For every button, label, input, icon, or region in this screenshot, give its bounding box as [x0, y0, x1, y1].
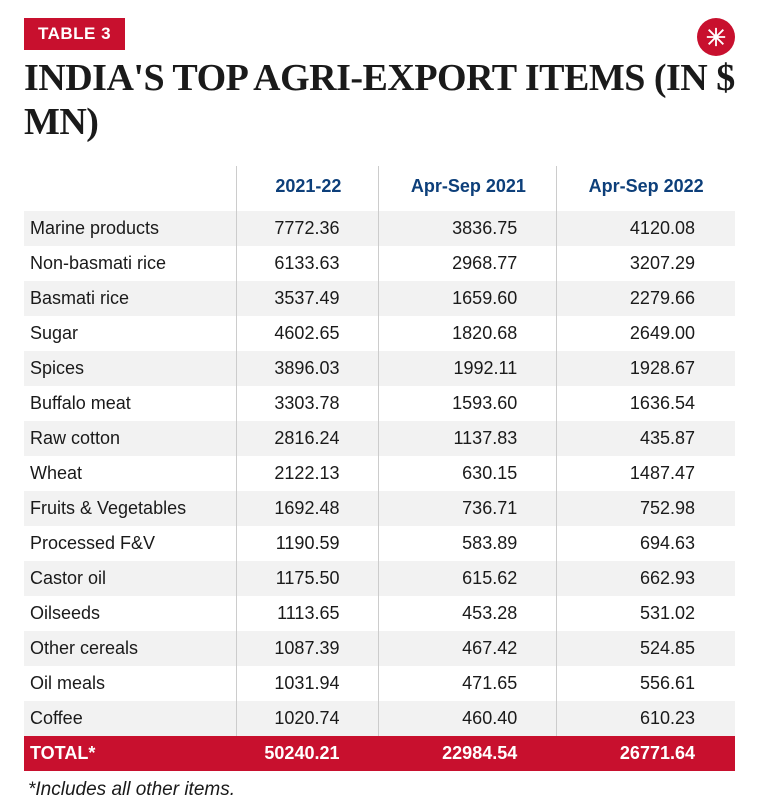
row-value: 1928.67: [557, 351, 735, 386]
row-value: 630.15: [379, 456, 557, 491]
table-row: Oil meals1031.94471.65556.61: [24, 666, 735, 701]
row-value: 4602.65: [237, 316, 379, 351]
table-row: Coffee1020.74460.40610.23: [24, 701, 735, 736]
total-value: 26771.64: [557, 736, 735, 771]
row-value: 6133.63: [237, 246, 379, 281]
row-label: Wheat: [24, 456, 237, 491]
row-label: Buffalo meat: [24, 386, 237, 421]
table-header-row: 2021-22 Apr-Sep 2021 Apr-Sep 2022: [24, 166, 735, 211]
row-value: 3836.75: [379, 211, 557, 246]
row-value: 1087.39: [237, 631, 379, 666]
row-value: 7772.36: [237, 211, 379, 246]
col-header-apr-sep-2021: Apr-Sep 2021: [379, 166, 557, 211]
col-header-item: [24, 166, 237, 211]
row-label: Coffee: [24, 701, 237, 736]
row-value: 2122.13: [237, 456, 379, 491]
row-value: 2816.24: [237, 421, 379, 456]
row-value: 662.93: [557, 561, 735, 596]
row-value: 531.02: [557, 596, 735, 631]
row-value: 1190.59: [237, 526, 379, 561]
row-value: 2968.77: [379, 246, 557, 281]
row-label: Sugar: [24, 316, 237, 351]
table-row: Non-basmati rice6133.632968.773207.29: [24, 246, 735, 281]
row-value: 435.87: [557, 421, 735, 456]
table-row: Oilseeds1113.65453.28531.02: [24, 596, 735, 631]
row-label: Oilseeds: [24, 596, 237, 631]
export-table: 2021-22 Apr-Sep 2021 Apr-Sep 2022 Marine…: [24, 166, 735, 771]
row-value: 524.85: [557, 631, 735, 666]
row-value: 4120.08: [557, 211, 735, 246]
row-label: Non-basmati rice: [24, 246, 237, 281]
row-label: Marine products: [24, 211, 237, 246]
brand-logo-icon: [697, 18, 735, 56]
table-row: Raw cotton2816.241137.83435.87: [24, 421, 735, 456]
row-value: 3896.03: [237, 351, 379, 386]
row-value: 1175.50: [237, 561, 379, 596]
table-row: Basmati rice3537.491659.602279.66: [24, 281, 735, 316]
row-label: Oil meals: [24, 666, 237, 701]
row-label: Raw cotton: [24, 421, 237, 456]
row-value: 1659.60: [379, 281, 557, 316]
row-value: 1031.94: [237, 666, 379, 701]
footnote: *Includes all other items.: [24, 779, 735, 801]
row-value: 1593.60: [379, 386, 557, 421]
row-value: 1113.65: [237, 596, 379, 631]
row-value: 3207.29: [557, 246, 735, 281]
table-row: Fruits & Vegetables1692.48736.71752.98: [24, 491, 735, 526]
row-label: Spices: [24, 351, 237, 386]
row-value: 615.62: [379, 561, 557, 596]
row-value: 1137.83: [379, 421, 557, 456]
row-value: 1487.47: [557, 456, 735, 491]
table-row: Sugar4602.651820.682649.00: [24, 316, 735, 351]
row-value: 694.63: [557, 526, 735, 561]
row-value: 1820.68: [379, 316, 557, 351]
row-value: 1020.74: [237, 701, 379, 736]
row-value: 583.89: [379, 526, 557, 561]
col-header-apr-sep-2022: Apr-Sep 2022: [557, 166, 735, 211]
row-value: 1992.11: [379, 351, 557, 386]
total-row: TOTAL*50240.2122984.5426771.64: [24, 736, 735, 771]
row-value: 3303.78: [237, 386, 379, 421]
total-label: TOTAL*: [24, 736, 237, 771]
row-value: 467.42: [379, 631, 557, 666]
row-value: 471.65: [379, 666, 557, 701]
row-value: 453.28: [379, 596, 557, 631]
row-label: Castor oil: [24, 561, 237, 596]
table-row: Spices3896.031992.111928.67: [24, 351, 735, 386]
row-value: 556.61: [557, 666, 735, 701]
total-value: 22984.54: [379, 736, 557, 771]
row-label: Basmati rice: [24, 281, 237, 316]
row-value: 1636.54: [557, 386, 735, 421]
row-value: 2279.66: [557, 281, 735, 316]
table-row: Processed F&V1190.59583.89694.63: [24, 526, 735, 561]
row-value: 1692.48: [237, 491, 379, 526]
total-value: 50240.21: [237, 736, 379, 771]
row-value: 610.23: [557, 701, 735, 736]
table-row: Other cereals1087.39467.42524.85: [24, 631, 735, 666]
row-label: Processed F&V: [24, 526, 237, 561]
table-row: Marine products7772.363836.754120.08: [24, 211, 735, 246]
table-row: Buffalo meat3303.781593.601636.54: [24, 386, 735, 421]
row-value: 752.98: [557, 491, 735, 526]
row-value: 2649.00: [557, 316, 735, 351]
row-value: 460.40: [379, 701, 557, 736]
col-header-2021-22: 2021-22: [237, 166, 379, 211]
page-title: INDIA'S TOP AGRI-EXPORT ITEMS (IN $ MN): [24, 56, 735, 144]
table-row: Castor oil1175.50615.62662.93: [24, 561, 735, 596]
row-label: Fruits & Vegetables: [24, 491, 237, 526]
table-badge: TABLE 3: [24, 18, 125, 50]
row-value: 3537.49: [237, 281, 379, 316]
table-row: Wheat2122.13630.151487.47: [24, 456, 735, 491]
row-value: 736.71: [379, 491, 557, 526]
row-label: Other cereals: [24, 631, 237, 666]
